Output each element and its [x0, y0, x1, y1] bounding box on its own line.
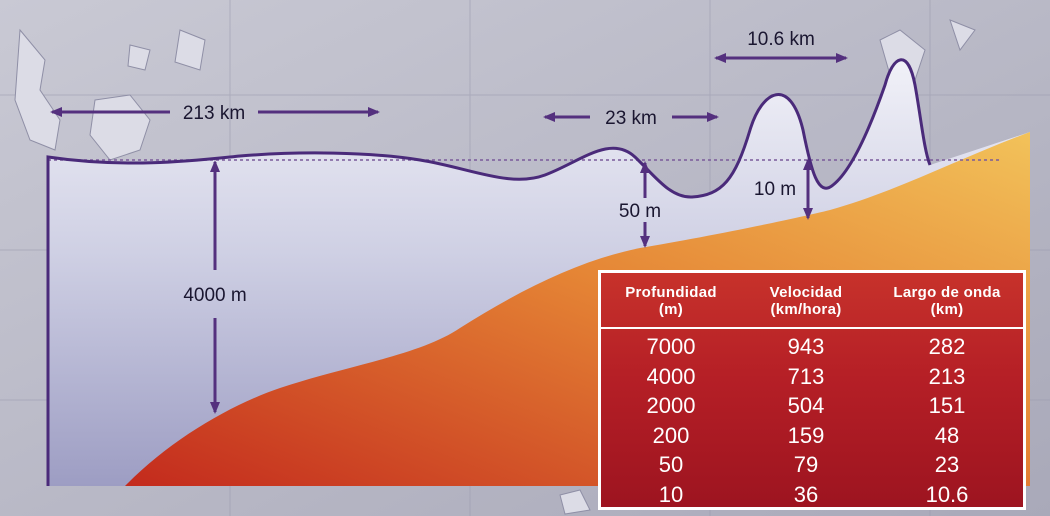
header-speed-unit: (km/hora) [770, 301, 842, 318]
header-wavelength: Largo de onda (km) [871, 273, 1023, 327]
label-50m: 50 m [619, 201, 661, 222]
table-row: 200 159 48 [601, 421, 1023, 451]
cell-wavelength: 151 [928, 393, 966, 418]
cell-speed: 713 [787, 363, 825, 389]
header-depth: Profundidad (m) [601, 273, 741, 327]
label-10-6km: 10.6 km [747, 29, 815, 50]
cell-wavelength: 48 [934, 422, 960, 448]
table-header: Profundidad (m) Velocidad (km/hora) Larg… [601, 273, 1023, 329]
label-213km: 213 km [183, 103, 245, 124]
cell-speed: 943 [787, 334, 825, 359]
header-depth-title: Profundidad [625, 284, 717, 301]
header-speed-title: Velocidad [769, 284, 843, 301]
wave-outline [46, 58, 932, 486]
header-speed: Velocidad (km/hora) [741, 273, 871, 327]
cell-speed: 504 [787, 393, 825, 418]
cell-speed: 36 [793, 481, 819, 507]
cell-depth: 4000 [646, 363, 696, 389]
cell-wavelength: 282 [928, 334, 966, 359]
table-row: 10 36 10.6 [601, 480, 1023, 508]
cell-speed: 79 [793, 452, 819, 477]
label-10m: 10 m [754, 179, 796, 200]
table-row: 4000 713 213 [601, 362, 1023, 392]
table-row: 7000 943 282 [601, 332, 1023, 362]
header-wavelength-unit: (km) [930, 301, 964, 318]
measurement-arrows [50, 53, 848, 414]
speed-wavelength-table: Profundidad (m) Velocidad (km/hora) Larg… [598, 270, 1026, 510]
header-depth-unit: (m) [658, 301, 684, 318]
label-4000m: 4000 m [183, 285, 246, 306]
header-wavelength-title: Largo de onda [893, 284, 1001, 301]
cell-wavelength: 23 [934, 452, 960, 477]
table-body: 7000 943 282 4000 713 213 2000 504 151 2… [601, 329, 1023, 508]
cell-depth: 50 [658, 452, 684, 477]
cell-depth: 2000 [646, 393, 696, 418]
cell-wavelength: 213 [928, 363, 966, 389]
cell-speed: 159 [787, 422, 825, 448]
cell-depth: 200 [652, 422, 690, 448]
table-row: 2000 504 151 [601, 391, 1023, 421]
cell-wavelength: 10.6 [925, 481, 969, 507]
cell-depth: 10 [658, 481, 684, 507]
cell-depth: 7000 [646, 334, 696, 359]
label-23km: 23 km [605, 108, 657, 129]
table-row: 50 79 23 [601, 450, 1023, 480]
